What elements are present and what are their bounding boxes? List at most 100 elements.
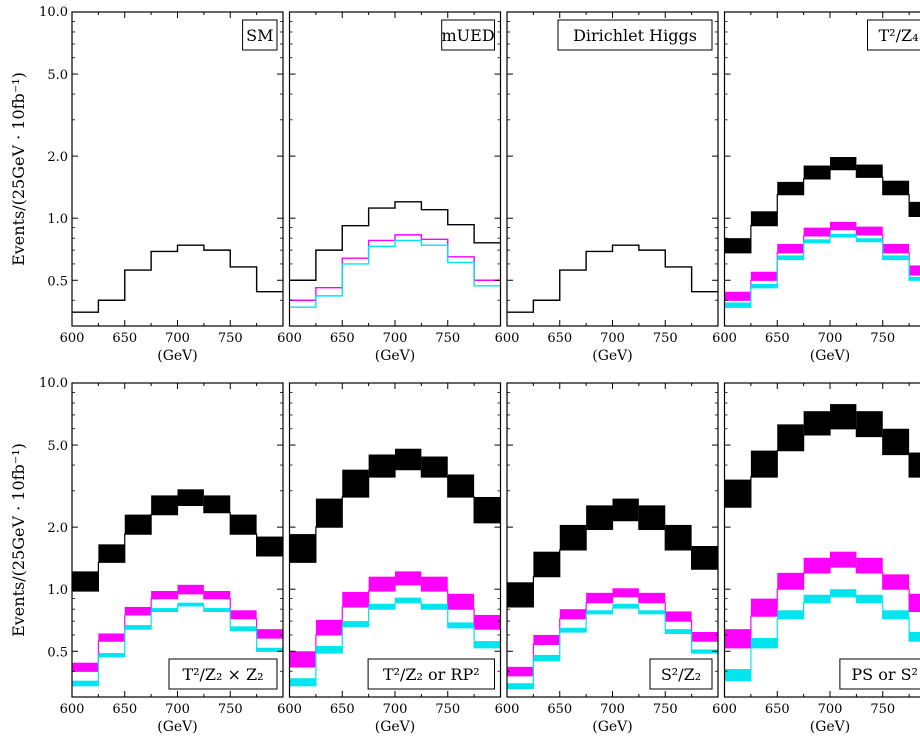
cyan-band-bin	[507, 683, 534, 689]
panel-title-box	[242, 19, 278, 51]
x-axis-label: (GeV)	[810, 719, 851, 735]
panel-1: 10.0 5.0 2.0 1.0 0.5 600 650 700 750 (GeV) SM	[39, 5, 284, 364]
x-tick-label: 650	[112, 331, 137, 346]
panel-title: T²/Z₄	[878, 26, 918, 45]
panel-title-box	[441, 19, 496, 51]
cyan-band-bin	[856, 594, 883, 603]
magenta-band-bin	[803, 227, 830, 236]
magenta-band-bin	[177, 584, 204, 594]
panel-8-marks	[724, 404, 920, 682]
magenta-band-bin	[724, 291, 751, 301]
x-axis-label: (GeV)	[375, 719, 416, 735]
black-band-bin	[395, 448, 422, 470]
y-tick-label: 0.5	[47, 274, 68, 289]
cyan-band-bin	[533, 654, 560, 661]
black-band-edge	[72, 504, 283, 592]
y-axis-label: Events/(25GeV · 10fb⁻¹)	[9, 72, 28, 266]
y-tick-label: 1.0	[47, 583, 68, 598]
cyan-band-bin	[474, 641, 501, 648]
black-band-bin	[803, 165, 830, 179]
x-tick-label: 600	[712, 331, 737, 346]
x-tick-label: 600	[495, 331, 520, 346]
black-band-bin	[830, 404, 857, 429]
magenta-band-bin	[203, 590, 231, 599]
black-histogram-line	[289, 201, 501, 281]
black-band-bin	[177, 489, 204, 506]
black-band-bin	[856, 164, 883, 178]
cyan-band-bin	[803, 594, 830, 603]
panel-4-marks	[724, 157, 920, 308]
panel-8: 600 650 700 750 (GeV) PS or S²	[712, 382, 920, 735]
cyan-band-bin	[559, 627, 587, 632]
x-tick-label: 700	[165, 331, 190, 346]
x-tick-label: 650	[765, 331, 790, 346]
cyan-band-bin	[909, 631, 920, 642]
panel-title: PS or S²	[851, 665, 918, 684]
cyan-band-edge	[507, 607, 718, 690]
cyan-band-bin	[124, 625, 152, 630]
black-band-bin	[856, 411, 883, 437]
panel-title-box	[168, 658, 278, 690]
x-axis-label: (GeV)	[810, 348, 851, 364]
cyan-band-edge	[724, 236, 920, 308]
panel-frame	[288, 11, 502, 327]
x-tick-label: 600	[60, 702, 85, 717]
black-band-bin	[803, 411, 830, 435]
cyan-band-bin	[724, 302, 751, 308]
black-band-bin	[777, 424, 804, 451]
magenta-band-bin	[230, 610, 257, 619]
magenta-band-bin	[830, 221, 857, 230]
black-band-bin	[909, 452, 920, 478]
cyan-band-bin	[98, 653, 125, 657]
panel-1-marks	[72, 244, 283, 313]
panel-title-box	[649, 658, 713, 690]
magenta-histogram-line	[289, 234, 501, 301]
magenta-band-bin	[691, 631, 718, 642]
cyan-band-bin	[586, 610, 613, 614]
panel-5-marks	[72, 489, 283, 687]
panel-3: 600 650 700 750 (GeV) Dirichlet Higgs	[495, 11, 719, 364]
black-band-bin	[882, 428, 910, 455]
x-tick-label: 750	[653, 331, 678, 346]
black-band-bin	[830, 157, 857, 170]
panel-title-box	[839, 658, 920, 690]
x-tick-label: 700	[600, 331, 625, 346]
cyan-band-bin	[638, 610, 666, 614]
black-band-bin	[342, 469, 369, 497]
magenta-band-bin	[507, 666, 534, 676]
panel-7: 600 650 700 750 (GeV) S²/Z₂	[495, 382, 719, 735]
magenta-band-bin	[533, 634, 560, 645]
magenta-band-bin	[750, 271, 778, 281]
black-band-bin	[612, 498, 639, 521]
x-tick-label: 750	[218, 702, 243, 717]
y-tick-label: 2.0	[47, 521, 68, 536]
magenta-band-bin	[777, 243, 804, 253]
panel-title-box	[557, 19, 713, 51]
magenta-band-bin	[909, 593, 920, 612]
black-band-bin	[315, 498, 343, 528]
x-tick-label: 700	[818, 331, 843, 346]
panel-frame	[71, 382, 284, 698]
panel-6-marks	[289, 448, 501, 687]
cyan-band-bin	[665, 629, 692, 634]
black-band-bin	[638, 505, 666, 530]
panel-frame	[506, 11, 719, 327]
cyan-band-bin	[315, 646, 343, 654]
cyan-band-bin	[368, 603, 395, 610]
y-tick-label: 10.0	[39, 376, 68, 391]
x-tick-label: 600	[712, 702, 737, 717]
cyan-histogram-line	[289, 239, 501, 308]
black-band-bin	[421, 456, 448, 478]
panel-title-box	[367, 658, 496, 690]
black-band-bin	[151, 495, 178, 515]
panel-title: S²/Z₂	[661, 665, 701, 684]
panel-title: T²/Z₂ or RP²	[383, 665, 480, 684]
panel-7-marks	[507, 498, 718, 690]
black-histogram-line	[72, 244, 283, 313]
black-band-bin	[256, 536, 283, 556]
panel-title: Dirichlet Higgs	[573, 26, 697, 45]
cyan-band-bin	[691, 649, 718, 654]
magenta-band-bin	[559, 609, 587, 619]
x-axis-label: (GeV)	[592, 348, 633, 364]
cyan-band-bin	[830, 589, 857, 597]
